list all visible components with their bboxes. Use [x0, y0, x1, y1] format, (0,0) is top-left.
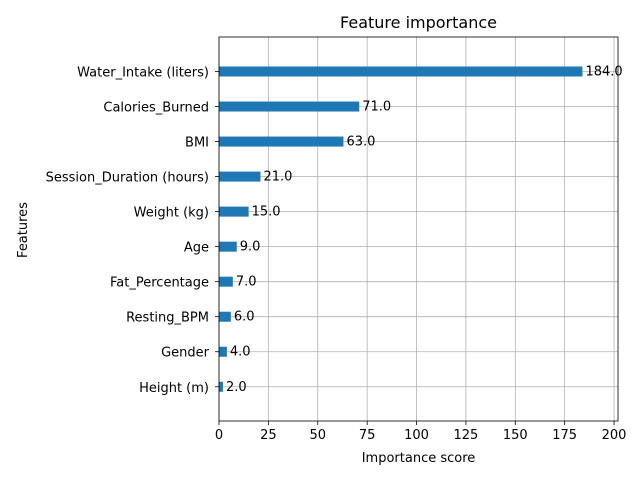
bar-value-label: 4.0 [230, 345, 251, 360]
bar-value-label: 21.0 [263, 170, 292, 185]
bar [219, 346, 227, 357]
bar-value-label: 184.0 [585, 65, 622, 80]
bar [219, 171, 261, 182]
bar [219, 66, 583, 77]
bar [219, 241, 237, 252]
x-tick-label: 100 [404, 428, 429, 443]
y-axis-title: Features [16, 202, 31, 258]
y-tick-label: Fat_Percentage [110, 276, 209, 291]
y-tick-label: Gender [161, 346, 210, 361]
bar [219, 276, 233, 287]
x-tick-label: 75 [359, 428, 376, 443]
y-tick-label: Height (m) [139, 381, 209, 396]
bar [219, 311, 231, 322]
bar-value-label: 2.0 [226, 380, 247, 395]
x-tick-label: 150 [503, 428, 528, 443]
plot-frame [218, 36, 619, 422]
bar [219, 381, 223, 392]
bar [219, 206, 249, 217]
y-tick-label: BMI [185, 136, 209, 151]
x-tick-label: 175 [552, 428, 577, 443]
label-layer: 0 25 50 75 100 125 150 175 200 Water_Intake (lite… [46, 65, 627, 444]
bar-value-label: 9.0 [240, 240, 261, 255]
bar-value-label: 63.0 [346, 135, 375, 150]
y-tick-label: Weight (kg) [134, 206, 209, 221]
bar-value-label: 15.0 [252, 205, 281, 220]
y-tick-label: Age [184, 241, 209, 256]
bar [219, 136, 344, 147]
chart-title: Feature importance [340, 13, 497, 32]
axes-layer [215, 36, 619, 425]
y-tick-label: Resting_BPM [126, 311, 209, 326]
x-axis-title: Importance score [362, 451, 476, 466]
y-tick-label: Calories_Burned [103, 101, 209, 116]
x-tick-label: 50 [309, 428, 326, 443]
x-tick-label: 200 [602, 428, 627, 443]
bar [219, 101, 360, 112]
x-tick-label: 125 [453, 428, 478, 443]
x-tick-label: 25 [260, 428, 277, 443]
grid-layer [218, 37, 618, 421]
y-tick-label: Session_Duration (hours) [46, 171, 209, 186]
y-tick-label: Water_Intake (liters) [77, 66, 209, 81]
bar-value-label: 71.0 [362, 100, 391, 115]
bar-value-label: 6.0 [234, 310, 255, 325]
x-tick-label: 0 [215, 428, 223, 443]
bar-layer [219, 66, 583, 392]
bar-value-label: 7.0 [236, 275, 257, 290]
